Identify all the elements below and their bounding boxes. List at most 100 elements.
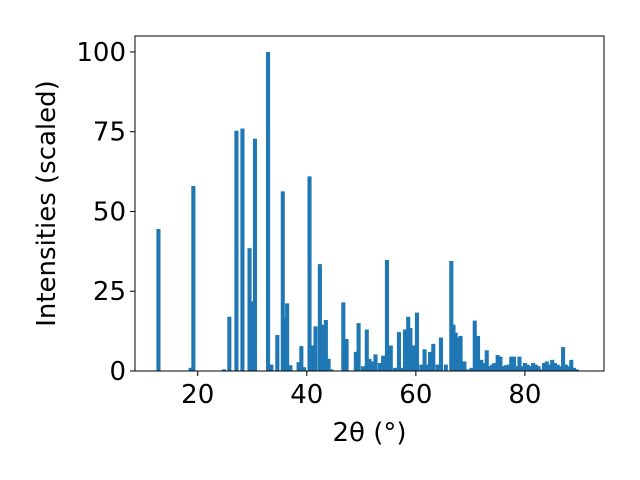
y-tick-label: 0: [109, 357, 126, 387]
bar: [299, 346, 304, 371]
y-tick-label: 100: [76, 38, 126, 68]
x-tick-label: 80: [508, 380, 541, 410]
bar: [329, 369, 334, 371]
bar: [431, 343, 436, 371]
bar: [506, 364, 511, 371]
bar: [360, 366, 365, 371]
bar: [250, 301, 255, 371]
bar: [503, 365, 508, 371]
bar: [240, 128, 245, 371]
bar: [550, 359, 555, 371]
bar: [492, 363, 497, 371]
bar: [310, 345, 315, 371]
bar: [438, 337, 443, 371]
bar: [282, 317, 288, 371]
bar: [547, 364, 552, 371]
bar: [533, 364, 538, 371]
bar: [443, 364, 448, 371]
bar: [367, 358, 372, 371]
bar: [285, 303, 290, 371]
bar: [501, 366, 506, 371]
bar: [541, 363, 547, 371]
bar: [227, 316, 232, 371]
bar: [522, 363, 527, 371]
bar: [536, 366, 541, 371]
bar: [364, 329, 369, 371]
bar: [188, 367, 193, 371]
bar: [266, 51, 271, 371]
bar: [191, 185, 196, 371]
bar: [574, 369, 579, 371]
bar: [569, 359, 574, 371]
bar: [296, 362, 301, 371]
bar: [484, 350, 489, 371]
bar: [373, 354, 378, 371]
bar: [280, 191, 285, 371]
bar: [465, 369, 470, 371]
bar: [458, 335, 463, 371]
bar: [571, 367, 577, 371]
bar: [520, 366, 525, 371]
bar: [356, 323, 361, 371]
x-tick-label: 60: [399, 380, 432, 410]
x-axis: 20 40 60 80: [181, 371, 541, 410]
bar: [326, 358, 331, 371]
bar: [455, 337, 460, 371]
y-tick-label: 25: [93, 277, 126, 307]
bar: [247, 248, 252, 371]
bar: [323, 319, 328, 371]
y-axis: 0 25 50 75 100: [76, 38, 135, 387]
bar: [419, 364, 424, 371]
bar: [400, 367, 405, 371]
plot-area-frame: [134, 35, 605, 372]
bar: [221, 369, 226, 371]
bar: [402, 329, 407, 371]
bar: [411, 345, 416, 371]
bar: [517, 356, 522, 371]
bar: [528, 366, 533, 371]
bar: [388, 345, 393, 371]
bar: [481, 363, 487, 371]
bar: [275, 334, 280, 371]
y-tick-label: 75: [93, 118, 126, 148]
bar: [566, 366, 571, 371]
bar: [451, 324, 456, 371]
bar: [514, 366, 519, 371]
bar: [302, 367, 307, 371]
bar: [525, 364, 530, 371]
bar: [453, 332, 458, 371]
bar: [422, 349, 427, 371]
bar: [414, 312, 419, 371]
bar: [561, 347, 566, 371]
bar: [487, 366, 493, 371]
x-tick-label: 20: [181, 380, 214, 410]
bar: [495, 355, 500, 371]
bar: [317, 264, 322, 371]
bar: [531, 363, 536, 371]
bar: [313, 326, 318, 371]
y-tick-label: 50: [93, 197, 126, 227]
bar: [539, 369, 544, 371]
bar: [462, 361, 467, 371]
bar: [406, 316, 411, 371]
bar: [552, 363, 557, 371]
bar: [472, 320, 477, 371]
bar: [377, 363, 382, 371]
bar: [320, 324, 325, 371]
bars-group: [156, 51, 579, 371]
bar: [269, 364, 274, 371]
x-tick-label: 40: [290, 380, 323, 410]
bar: [370, 361, 375, 371]
x-axis-label: 2θ (°): [332, 418, 406, 448]
bar: [563, 364, 568, 371]
bar: [341, 302, 346, 371]
bar: [558, 366, 563, 371]
bar: [427, 351, 433, 371]
bar: [469, 367, 474, 371]
y-axis-label: Intensities (scaled): [32, 80, 62, 327]
bar: [509, 356, 514, 371]
bar: [449, 260, 454, 371]
bar: [156, 229, 161, 371]
